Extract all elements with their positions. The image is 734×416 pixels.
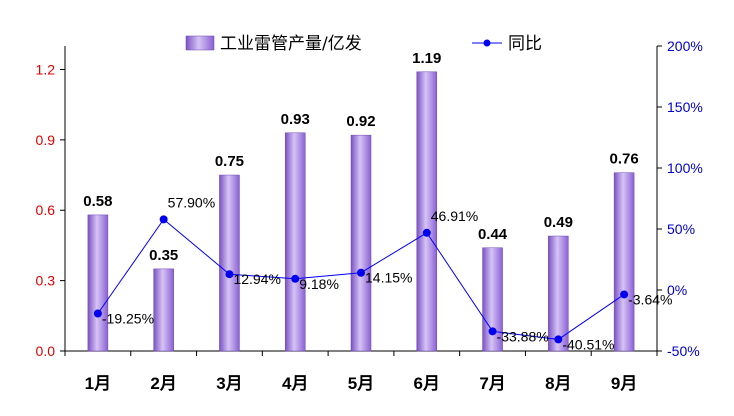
yoy-data-label: -19.25%	[102, 310, 154, 326]
yoy-point	[291, 274, 300, 283]
bar	[350, 134, 372, 352]
legend-line-marker	[483, 39, 491, 47]
x-tick-label: 5月	[348, 374, 374, 393]
yoy-point	[422, 228, 431, 237]
bar-data-label: 0.58	[83, 193, 112, 210]
bar	[548, 235, 569, 352]
bar	[613, 172, 635, 352]
bar-labels: 0.58 0.35 0.75 0.93 0.92 1.19 0.44 0.49 0.76	[83, 50, 638, 264]
x-tick-label: 6月	[414, 374, 440, 393]
yoy-data-label: 12.94%	[233, 271, 280, 287]
bar	[416, 71, 438, 352]
y-left-tick-label: 1.2	[36, 61, 56, 77]
bar-data-label: 0.44	[478, 226, 508, 243]
x-tick-label: 7月	[479, 374, 505, 393]
yoy-point	[159, 215, 168, 224]
y-right-tick-label: -50%	[667, 343, 700, 359]
yoy-point	[225, 270, 234, 279]
x-tick-label: 8月	[545, 374, 571, 393]
yoy-point	[93, 309, 102, 318]
axes: 0.0 0.3 0.6 0.9 1.2 -50% 0% 50% 100% 150% 200% 1月…	[36, 38, 703, 393]
y-right-tick-label: 150%	[667, 99, 703, 115]
x-tick-label: 3月	[216, 374, 242, 393]
y-right-tick-label: 200%	[667, 38, 703, 54]
x-tick-label: 4月	[282, 374, 308, 393]
x-tick-label: 1月	[85, 374, 111, 393]
yoy-data-label: 57.90%	[168, 194, 215, 210]
y-right-ticks: -50% 0% 50% 100% 150% 200%	[657, 38, 703, 359]
legend-line-label: 同比	[508, 34, 542, 54]
bar	[284, 132, 306, 352]
x-tick-label: 9月	[611, 374, 637, 393]
y-left-tick-label: 0.3	[36, 273, 56, 289]
legend-bar-label: 工业雷管产量/亿发	[220, 34, 362, 54]
bar-data-label: 0.49	[544, 214, 573, 231]
yoy-data-label: -40.51%	[562, 336, 614, 352]
bar	[87, 214, 109, 352]
bar-data-label: 1.19	[412, 50, 441, 67]
yoy-data-label: 9.18%	[299, 276, 339, 292]
bar	[482, 247, 503, 352]
bar-data-label: 0.93	[281, 111, 310, 128]
y-right-tick-label: 50%	[667, 221, 695, 237]
bar-data-label: 0.76	[610, 151, 639, 168]
y-right-tick-label: 0%	[667, 282, 687, 298]
line-labels: -19.25% 57.90% 12.94% 9.18% 14.15% 46.91% -33.…	[102, 194, 673, 352]
bar-data-label: 0.35	[149, 247, 178, 264]
bar-data-label: 0.92	[346, 113, 375, 130]
yoy-point	[620, 290, 629, 299]
yoy-point	[554, 335, 563, 344]
y-left-ticks: 0.0 0.3 0.6 0.9 1.2	[36, 61, 65, 359]
x-tick-label: 2月	[150, 374, 176, 393]
y-right-tick-label: 100%	[667, 160, 703, 176]
y-left-tick-label: 0.9	[36, 132, 56, 148]
bar	[153, 268, 174, 352]
bar-data-label: 0.75	[215, 153, 244, 170]
legend: 工业雷管产量/亿发 同比	[185, 34, 542, 54]
bar-series	[87, 71, 635, 352]
x-ticks: 1月 2月 3月 4月 5月 6月 7月 8月 9月	[64, 351, 658, 393]
legend-bar-swatch	[185, 35, 215, 51]
yoy-data-label: 46.91%	[431, 208, 478, 224]
line-series	[93, 215, 629, 344]
y-left-tick-label: 0.6	[36, 202, 56, 218]
yoy-data-label: -3.64%	[628, 291, 672, 307]
y-left-tick-label: 0.0	[36, 343, 56, 359]
yoy-point	[357, 268, 365, 277]
yoy-data-label: -33.88%	[497, 328, 549, 344]
yoy-data-label: 14.15%	[365, 270, 412, 286]
bar	[219, 174, 240, 352]
yoy-point	[488, 327, 497, 336]
